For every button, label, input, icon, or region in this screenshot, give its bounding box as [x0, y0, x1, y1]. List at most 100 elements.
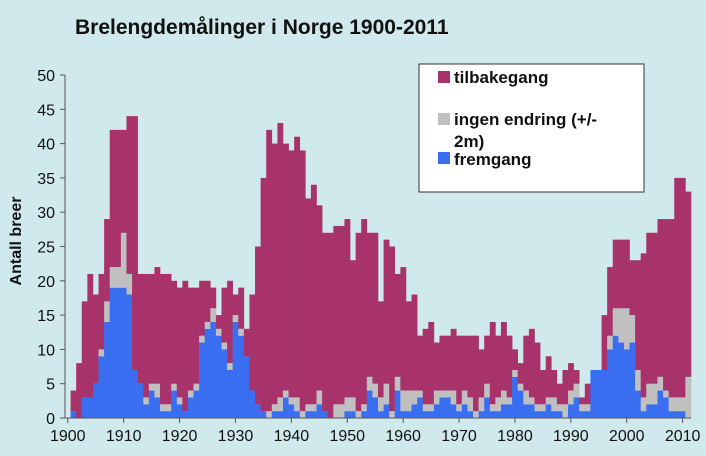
bar-ingen-1931 — [238, 328, 245, 336]
bar-ingen-2011 — [685, 376, 692, 418]
x-tick-label: 2000 — [609, 428, 645, 445]
bar-ingen-1910 — [120, 232, 127, 288]
bar-ingen-1974 — [478, 397, 485, 412]
legend: tilbakegang ingen endring (+/- 2m) fremg… — [418, 63, 645, 193]
bar-ingen-1941 — [294, 397, 301, 412]
bar-tilbakegang-1926 — [210, 287, 217, 309]
bar-fremgang-1910 — [120, 287, 127, 418]
bar-tilbakegang-1920 — [176, 287, 183, 398]
bar-fremgang-1938 — [277, 411, 284, 418]
bar-tilbakegang-1924 — [199, 280, 206, 336]
x-tick-label: 1920 — [162, 428, 198, 445]
bar-tilbakegang-1964 — [422, 328, 429, 405]
bar-tilbakegang-1961 — [405, 301, 412, 391]
bar-fremgang-1930 — [232, 321, 239, 418]
bar-ingen-1957 — [383, 383, 390, 405]
bar-tilbakegang-1989 — [562, 369, 569, 405]
bar-fremgang-1923 — [193, 390, 200, 418]
bar-fremgang-1908 — [109, 287, 116, 418]
bar-fremgang-1992 — [579, 411, 586, 418]
bar-ingen-1937 — [271, 404, 278, 412]
bar-tilbakegang-1967 — [439, 335, 446, 391]
bar-fremgang-1950 — [344, 411, 351, 418]
bar-ingen-1906 — [98, 349, 105, 357]
bar-fremgang-1980 — [512, 376, 519, 418]
legend-swatch-ingen-endring — [438, 113, 450, 125]
bar-ingen-1923 — [193, 383, 200, 391]
bar-tilbakegang-1968 — [445, 335, 451, 391]
bar-fremgang-1901 — [70, 411, 77, 418]
bar-fremgang-1955 — [372, 397, 379, 418]
bar-tilbakegang-2002 — [635, 260, 641, 370]
bar-tilbakegang-1909 — [115, 129, 122, 268]
bar-tilbakegang-1929 — [227, 280, 233, 364]
bar-fremgang-1986 — [545, 404, 552, 418]
bar-tilbakegang-1996 — [601, 315, 608, 370]
legend-label-tilbakegang: tilbakegang — [454, 68, 548, 87]
bar-fremgang-1934 — [255, 404, 261, 418]
bar-tilbakegang-1999 — [618, 239, 625, 309]
bar-tilbakegang-1908 — [109, 129, 116, 268]
bar-fremgang-1916 — [154, 397, 161, 418]
x-tick-label: 1990 — [553, 428, 589, 445]
bar-tilbakegang-1983 — [528, 328, 535, 398]
bar-ingen-1948 — [333, 404, 340, 418]
bar-ingen-1916 — [154, 383, 161, 398]
bar-ingen-1963 — [417, 390, 424, 398]
bar-fremgang-1926 — [210, 321, 217, 418]
bar-tilbakegang-1916 — [154, 267, 161, 384]
bar-fremgang-1921 — [182, 411, 189, 418]
bar-fremgang-1990 — [568, 404, 574, 418]
bar-tilbakegang-1914 — [143, 273, 150, 398]
bar-ingen-2007 — [663, 390, 669, 398]
bar-tilbakegang-1903 — [81, 301, 88, 398]
legend-swatch-fremgang — [438, 152, 450, 164]
bar-tilbakegang-1952 — [355, 232, 362, 412]
bar-tilbakegang-1933 — [249, 294, 256, 391]
x-tick-label: 1950 — [329, 428, 365, 445]
bar-fremgang-1933 — [249, 390, 256, 418]
bar-ingen-1961 — [405, 390, 412, 412]
bar-tilbakegang-1928 — [221, 287, 228, 343]
bar-fremgang-1959 — [394, 390, 401, 418]
bar-tilbakegang-1945 — [316, 205, 323, 391]
bar-fremgang-1984 — [534, 411, 541, 418]
bar-ingen-1956 — [378, 397, 384, 412]
bar-tilbakegang-1957 — [383, 239, 390, 384]
x-tick-label: 1970 — [441, 428, 477, 445]
bar-ingen-1943 — [305, 404, 312, 412]
bar-fremgang-1964 — [422, 411, 429, 418]
bar-tilbakegang-1984 — [534, 342, 541, 405]
bar-ingen-1939 — [282, 390, 289, 398]
bar-tilbakegang-2005 — [651, 232, 658, 384]
bar-fremgang-1935 — [260, 411, 267, 418]
bar-ingen-1958 — [389, 411, 396, 418]
bar-tilbakegang-1969 — [450, 328, 457, 391]
bar-ingen-1998 — [612, 308, 619, 336]
bar-fremgang-1976 — [489, 411, 496, 418]
y-axis-label: Antall breer — [8, 197, 25, 286]
bar-fremgang-1941 — [294, 411, 301, 418]
bar-ingen-1971 — [461, 390, 468, 405]
bar-ingen-1979 — [506, 397, 513, 405]
bar-fremgang-1907 — [104, 321, 111, 418]
bar-tilbakegang-1901 — [70, 390, 77, 412]
bar-fremgang-1996 — [601, 369, 608, 418]
bar-tilbakegang-2010 — [679, 177, 686, 398]
bar-tilbakegang-1949 — [338, 225, 345, 405]
bar-tilbakegang-1965 — [428, 321, 435, 405]
bar-ingen-1967 — [439, 390, 446, 398]
bar-tilbakegang-1946 — [322, 232, 328, 412]
bar-fremgang-2000 — [623, 349, 630, 418]
bar-tilbakegang-1992 — [579, 397, 586, 405]
bar-tilbakegang-1970 — [456, 335, 463, 405]
bar-fremgang-1944 — [310, 411, 317, 418]
bar-ingen-1959 — [394, 376, 401, 391]
bar-fremgang-2009 — [674, 411, 681, 418]
bar-tilbakegang-1944 — [310, 184, 317, 405]
legend-swatch-tilbakegang — [438, 71, 450, 83]
bar-fremgang-1963 — [417, 397, 424, 418]
bar-ingen-1968 — [445, 390, 451, 398]
bar-tilbakegang-1985 — [540, 369, 546, 405]
bar-ingen-1991 — [573, 383, 580, 398]
